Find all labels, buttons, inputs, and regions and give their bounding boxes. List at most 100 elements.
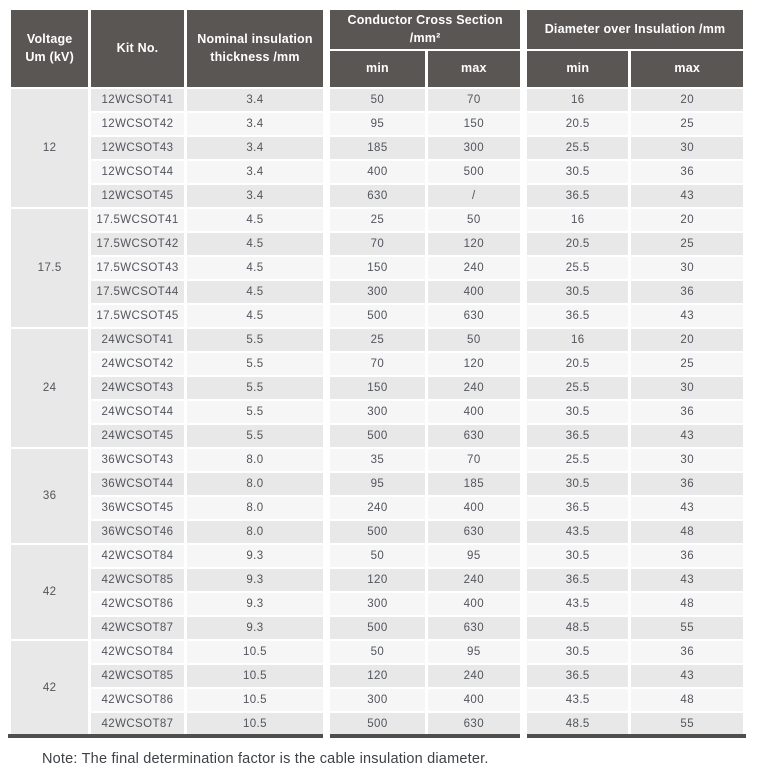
cell-ccs-min: 500 xyxy=(323,615,428,641)
cell-dia-max: 36 xyxy=(628,471,746,497)
cell-dia-max: 30 xyxy=(628,135,746,161)
note: Note: The final determination factor is … xyxy=(42,751,489,767)
cell-dia-min: 30.5 xyxy=(520,471,632,497)
cell-dia-min: 30.5 xyxy=(520,399,632,425)
cell-dia-min: 20.5 xyxy=(520,231,632,257)
cell-ccs-max: 185 xyxy=(424,471,526,497)
cell-kit-no: 24WCSOT42 xyxy=(88,351,187,377)
cell-kit-no: 17.5WCSOT44 xyxy=(88,279,187,305)
cell-ccs-max: 630 xyxy=(424,711,526,737)
cell-ccs-min: 150 xyxy=(323,375,428,401)
cell-ccs-min: 240 xyxy=(323,495,428,521)
cell-dia-min: 25.5 xyxy=(520,375,632,401)
cell-ccs-min: 500 xyxy=(323,423,428,449)
cell-thickness: 8.0 xyxy=(183,447,329,473)
cell-ccs-min: 95 xyxy=(323,471,428,497)
voltage-group-cell: 42 xyxy=(7,543,92,641)
cell-dia-min: 25.5 xyxy=(520,255,632,281)
cell-ccs-max: 120 xyxy=(424,351,526,377)
cell-thickness: 3.4 xyxy=(183,135,329,161)
cell-kit-no: 36WCSOT43 xyxy=(88,447,187,473)
cell-ccs-max: 630 xyxy=(424,615,526,641)
cell-thickness: 9.3 xyxy=(183,591,329,617)
cell-thickness: 4.5 xyxy=(183,303,329,329)
cell-thickness: 9.3 xyxy=(183,615,329,641)
cell-kit-no: 17.5WCSOT43 xyxy=(88,255,187,281)
cell-dia-max: 43 xyxy=(628,495,746,521)
cell-thickness: 4.5 xyxy=(183,207,329,233)
cell-kit-no: 17.5WCSOT42 xyxy=(88,231,187,257)
cell-thickness: 10.5 xyxy=(183,711,329,737)
cell-ccs-max: 400 xyxy=(424,279,526,305)
cell-dia-max: 36 xyxy=(628,399,746,425)
cell-dia-max: 25 xyxy=(628,351,746,377)
cell-dia-min: 16 xyxy=(520,207,632,233)
cell-ccs-max: 500 xyxy=(424,159,526,185)
cell-kit-no: 42WCSOT84 xyxy=(88,543,187,569)
cell-thickness: 10.5 xyxy=(183,687,329,713)
header-voltage: Voltage Um (kV) xyxy=(7,8,92,89)
cell-thickness: 4.5 xyxy=(183,231,329,257)
cell-dia-min: 36.5 xyxy=(520,567,632,593)
cell-kit-no: 42WCSOT85 xyxy=(88,663,187,689)
cell-dia-min: 16 xyxy=(520,87,632,113)
header-ccs-min: min xyxy=(323,49,428,89)
cell-kit-no: 42WCSOT85 xyxy=(88,567,187,593)
cell-thickness: 9.3 xyxy=(183,567,329,593)
cell-ccs-min: 630 xyxy=(323,183,428,209)
cell-kit-no: 42WCSOT87 xyxy=(88,711,187,737)
cell-thickness: 3.4 xyxy=(183,87,329,113)
cell-thickness: 3.4 xyxy=(183,159,329,185)
cell-ccs-max: 70 xyxy=(424,87,526,113)
cell-dia-min: 30.5 xyxy=(520,639,632,665)
cell-dia-max: 36 xyxy=(628,159,746,185)
header-ccs-max: max xyxy=(424,49,526,89)
cell-kit-no: 17.5WCSOT41 xyxy=(88,207,187,233)
cell-ccs-min: 120 xyxy=(323,663,428,689)
cell-kit-no: 17.5WCSOT45 xyxy=(88,303,187,329)
cell-ccs-min: 120 xyxy=(323,567,428,593)
header-row-sub: min max min max xyxy=(10,49,746,89)
cell-dia-max: 25 xyxy=(628,231,746,257)
cell-dia-min: 48.5 xyxy=(520,711,632,737)
cell-thickness: 8.0 xyxy=(183,519,329,545)
table-row: 36 36WCSOT43 8.0 35 70 25.5 30 xyxy=(7,447,746,545)
table-row: 36WCSOT46 8.0 500 630 43.5 48 xyxy=(10,519,746,545)
cell-dia-max: 43 xyxy=(628,663,746,689)
cell-dia-max: 48 xyxy=(628,687,746,713)
cell-thickness: 5.5 xyxy=(183,375,329,401)
table-row: 24 24WCSOT41 5.5 25 50 16 20 xyxy=(7,327,746,449)
cell-thickness: 9.3 xyxy=(183,543,329,569)
cell-ccs-max: 400 xyxy=(424,687,526,713)
table-row: 17.5 17.5WCSOT41 4.5 25 50 16 20 xyxy=(7,207,746,329)
table-row: 24WCSOT42 5.5 70 120 20.5 25 xyxy=(10,351,746,377)
cell-kit-no: 24WCSOT44 xyxy=(88,399,187,425)
cell-kit-no: 42WCSOT84 xyxy=(88,639,187,665)
cell-dia-min: 36.5 xyxy=(520,303,632,329)
cell-ccs-min: 185 xyxy=(323,135,428,161)
cell-dia-min: 36.5 xyxy=(520,423,632,449)
cell-dia-max: 43 xyxy=(628,567,746,593)
cell-dia-max: 36 xyxy=(628,279,746,305)
cell-ccs-min: 400 xyxy=(323,159,428,185)
table-row: 12 12WCSOT41 3.4 50 70 16 20 xyxy=(7,87,746,209)
table-row: 12WCSOT42 3.4 95 150 20.5 25 xyxy=(10,111,746,137)
cell-kit-no: 12WCSOT42 xyxy=(88,111,187,137)
table-row: 17.5WCSOT44 4.5 300 400 30.5 36 xyxy=(10,279,746,305)
table-row: 24WCSOT44 5.5 300 400 30.5 36 xyxy=(10,399,746,425)
cell-dia-max: 43 xyxy=(628,183,746,209)
cell-thickness: 8.0 xyxy=(183,495,329,521)
cell-ccs-max: 300 xyxy=(424,135,526,161)
cell-thickness: 5.5 xyxy=(183,399,329,425)
table-row: 24WCSOT43 5.5 150 240 25.5 30 xyxy=(10,375,746,401)
cell-thickness: 4.5 xyxy=(183,255,329,281)
table-row: 36WCSOT45 8.0 240 400 36.5 43 xyxy=(10,495,746,521)
header-dia-min: min xyxy=(520,49,632,89)
cell-kit-no: 24WCSOT41 xyxy=(88,327,187,353)
cell-ccs-min: 500 xyxy=(323,711,428,737)
cell-kit-no: 24WCSOT43 xyxy=(88,375,187,401)
cell-ccs-max: 630 xyxy=(424,303,526,329)
cell-dia-max: 48 xyxy=(628,519,746,545)
cell-dia-min: 43.5 xyxy=(520,687,632,713)
